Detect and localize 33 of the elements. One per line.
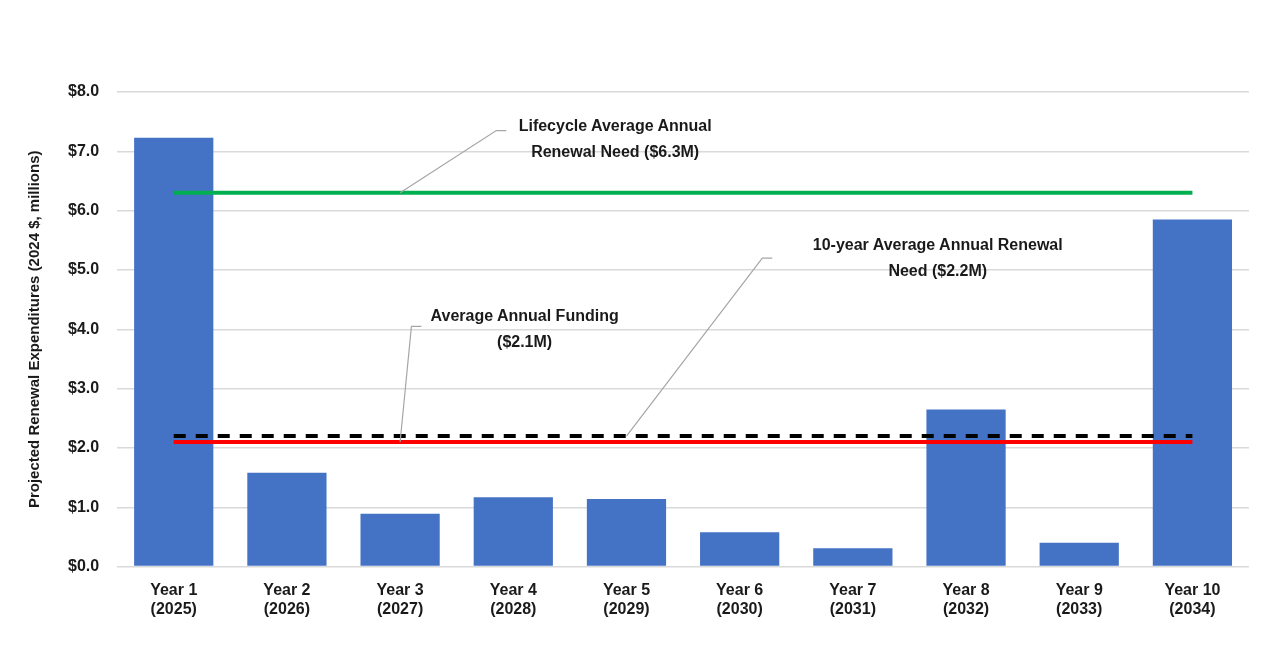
y-tick-label: $4.0 xyxy=(68,319,100,337)
bar xyxy=(1152,219,1233,566)
x-tick-label: Year 6 (2030) xyxy=(716,580,764,617)
y-tick-label: $3.0 xyxy=(68,379,100,397)
x-tick-label: Year 2 (2026) xyxy=(263,580,311,617)
x-tick-label: Year 9 (2033) xyxy=(1055,580,1103,617)
x-tick-label: Year 10 (2034) xyxy=(1164,580,1221,617)
bar xyxy=(926,409,1006,566)
y-tick-label: $8.0 xyxy=(68,82,100,100)
x-tick-label: Year 5 (2029) xyxy=(602,580,651,617)
ref-line-label: 10-year Average Annual Renewal Need ($2.2M) xyxy=(812,235,1063,279)
ref-line-label: Average Annual Funding ($2.1M) xyxy=(430,306,619,350)
x-tick-label: Year 3 (2027) xyxy=(376,580,424,617)
ref-line-label: Lifecycle Average Annual Renewal Need ($6.3M) xyxy=(518,116,712,160)
bar xyxy=(1039,542,1119,566)
bar xyxy=(360,513,440,566)
y-tick-label: $2.0 xyxy=(68,438,100,456)
bar xyxy=(247,472,327,566)
bar xyxy=(586,498,667,566)
x-tick-label: Year 8 (2032) xyxy=(942,580,990,617)
bar xyxy=(813,548,893,566)
y-tick-label: $7.0 xyxy=(68,141,100,159)
bar xyxy=(134,137,214,566)
bar xyxy=(700,532,780,566)
x-tick-label: Year 1 (2025) xyxy=(150,580,198,617)
y-tick-label: $5.0 xyxy=(68,260,100,278)
y-tick-label: $6.0 xyxy=(68,201,100,219)
x-tick-label: Year 7 (2031) xyxy=(829,580,877,617)
x-tick-label: Year 4 (2028) xyxy=(489,580,537,617)
y-tick-label: $0.0 xyxy=(68,557,100,575)
bar xyxy=(473,497,553,566)
y-tick-label: $1.0 xyxy=(68,497,100,515)
y-axis-title: Projected Renewal Expenditures (2024 $, millions) xyxy=(25,150,43,509)
